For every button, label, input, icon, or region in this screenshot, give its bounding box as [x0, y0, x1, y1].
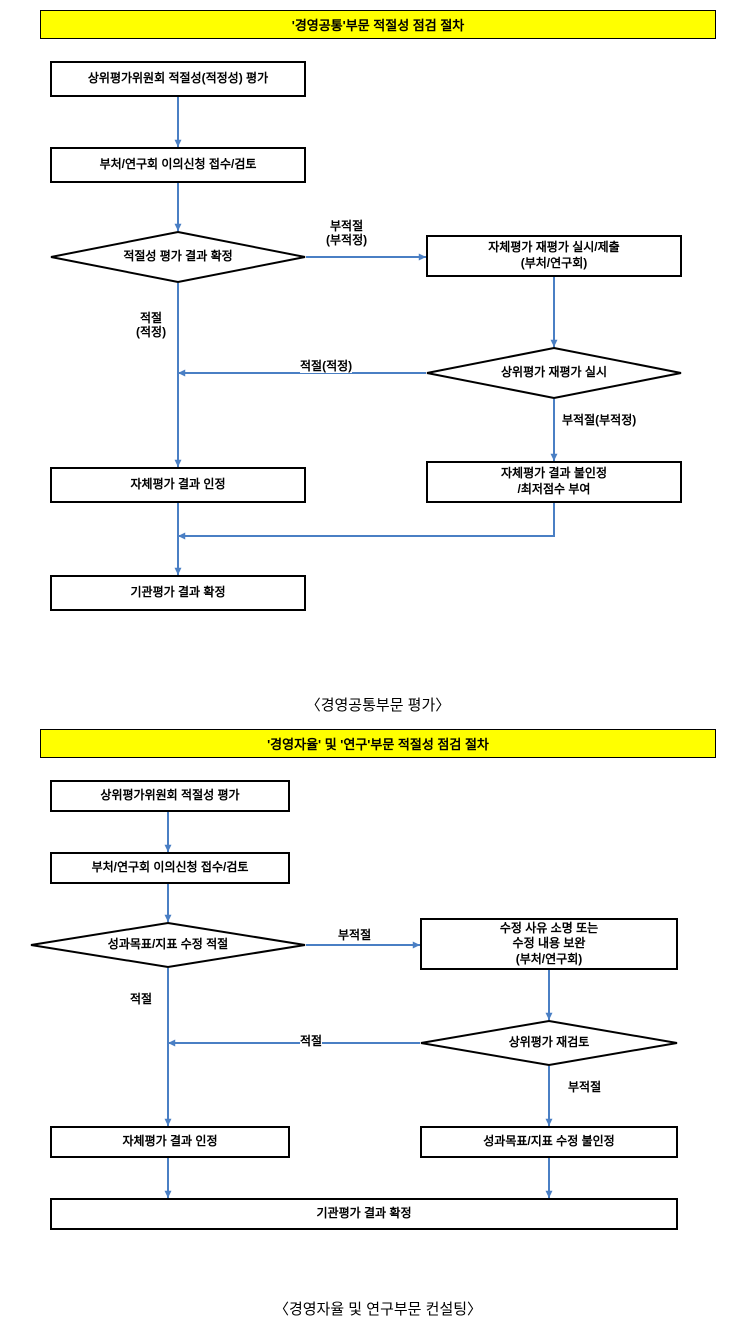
flow-arrow [546, 269, 562, 355]
flow-box: 부처/연구회 이의신청 접수/검토 [50, 852, 290, 884]
edge-label: 부적절 [568, 1080, 601, 1094]
flow-arrow [541, 1058, 557, 1134]
flow-box: 부처/연구회 이의신청 접수/검토 [50, 147, 306, 183]
flowchart-1: 적절(적정) 부적절(부적정) 적절(적정) 부적절(부적정) 상위평가위원회 … [20, 51, 736, 686]
chart1-caption: 〈경영공통부문 평가〉 [20, 694, 736, 715]
edge-label: 부적절(부적정) [562, 413, 636, 427]
flow-box: 자체평가 결과 불인정/최저점수 부여 [426, 461, 682, 503]
flow-box: 수정 사유 소명 또는수정 내용 보완(부처/연구회) [420, 918, 678, 970]
edge-label: 부적절(부적정) [326, 219, 367, 248]
flow-box: 자체평가 결과 인정 [50, 467, 306, 503]
flow-arrow [541, 962, 557, 1028]
flow-arrow [170, 89, 186, 155]
flow-box: 성과목표/지표 수정 불인정 [420, 1126, 678, 1158]
flow-arrow [160, 1035, 428, 1051]
flow-box: 자체평가 결과 인정 [50, 1126, 290, 1158]
flow-decision: 상위평가 재평가 실시 [426, 347, 682, 399]
flow-box: 기관평가 결과 확정 [50, 575, 306, 611]
flow-decision: 적절성 평가 결과 확정 [50, 231, 306, 283]
chart1-title: '경영공통'부문 적절성 점검 절차 [40, 10, 716, 39]
flow-box: 자체평가 재평가 실시/제출(부처/연구회) [426, 235, 682, 277]
flow-decision: 성과목표/지표 수정 적절 [30, 922, 306, 968]
flow-decision: 상위평가 재검토 [420, 1020, 678, 1066]
edge-label: 적절 [130, 992, 152, 1006]
edge-label: 적절 [300, 1034, 322, 1048]
chart2-caption: 〈경영자율 및 연구부문 컨설팅〉 [20, 1298, 736, 1319]
edge-label: 적절(적정) [136, 311, 166, 340]
chart2-title: '경영자율' 및 '연구'부문 적절성 점검 절차 [40, 729, 716, 758]
flow-box: 상위평가위원회 적절성 평가 [50, 780, 290, 812]
flowchart-2: 적절 부적절 적절 부적절 상위평가위원회 적절성 평가부처/연구회 이의신청 … [20, 770, 736, 1290]
flow-arrow [298, 249, 434, 265]
flow-box: 기관평가 결과 확정 [50, 1198, 678, 1230]
flow-box: 상위평가위원회 적절성(적정성) 평가 [50, 61, 306, 97]
flow-arrow [170, 175, 186, 239]
edge-label: 부적절 [338, 928, 371, 942]
flow-arrow [546, 391, 562, 469]
edge-label: 적절(적정) [300, 359, 352, 373]
